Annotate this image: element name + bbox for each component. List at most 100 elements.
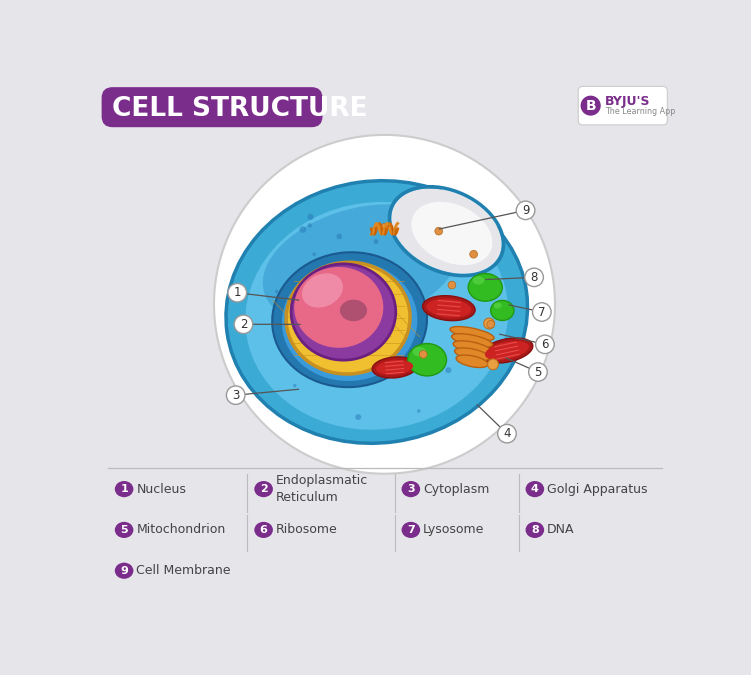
Ellipse shape [255, 481, 273, 497]
Circle shape [516, 201, 535, 219]
Ellipse shape [255, 522, 273, 538]
Ellipse shape [481, 338, 533, 363]
Text: 2: 2 [260, 484, 267, 494]
Ellipse shape [408, 344, 447, 376]
Ellipse shape [263, 205, 460, 327]
Circle shape [324, 354, 329, 358]
Ellipse shape [282, 261, 418, 381]
Text: 3: 3 [407, 484, 415, 494]
Ellipse shape [412, 202, 493, 265]
Text: DNA: DNA [547, 523, 575, 537]
Text: Ribosome: Ribosome [276, 523, 338, 537]
Circle shape [467, 256, 472, 261]
Text: 7: 7 [538, 306, 545, 319]
Ellipse shape [453, 341, 491, 354]
Ellipse shape [246, 202, 508, 430]
Circle shape [489, 346, 493, 350]
Circle shape [359, 270, 365, 276]
Circle shape [351, 273, 356, 278]
Circle shape [487, 321, 495, 328]
Circle shape [226, 386, 245, 404]
Text: B: B [585, 99, 596, 113]
Circle shape [300, 226, 306, 233]
Circle shape [417, 409, 421, 412]
Ellipse shape [226, 181, 527, 443]
Ellipse shape [472, 276, 484, 285]
Ellipse shape [493, 302, 502, 308]
Text: 9: 9 [120, 566, 128, 576]
Circle shape [529, 363, 547, 381]
Ellipse shape [423, 296, 475, 321]
Circle shape [435, 227, 442, 235]
Circle shape [228, 284, 246, 302]
Circle shape [373, 239, 379, 244]
Circle shape [333, 344, 337, 347]
FancyBboxPatch shape [101, 87, 322, 127]
Text: Mitochondrion: Mitochondrion [137, 523, 226, 537]
Text: 2: 2 [240, 318, 247, 331]
Text: 5: 5 [120, 525, 128, 535]
Text: Golgi Apparatus: Golgi Apparatus [547, 483, 648, 495]
Ellipse shape [376, 360, 413, 375]
Circle shape [336, 325, 342, 329]
Text: 8: 8 [531, 525, 538, 535]
Ellipse shape [412, 347, 426, 356]
Ellipse shape [272, 252, 427, 387]
Ellipse shape [302, 273, 343, 308]
Text: BYJU'S: BYJU'S [605, 95, 651, 107]
Ellipse shape [402, 481, 420, 497]
Circle shape [419, 350, 427, 358]
Ellipse shape [402, 522, 420, 538]
Circle shape [275, 290, 279, 294]
Circle shape [312, 252, 316, 256]
Circle shape [418, 364, 421, 367]
Ellipse shape [286, 263, 410, 374]
Ellipse shape [450, 327, 494, 341]
Ellipse shape [115, 522, 134, 538]
Ellipse shape [526, 481, 544, 497]
Circle shape [396, 329, 400, 333]
Text: Cell Membrane: Cell Membrane [137, 564, 231, 577]
Circle shape [336, 234, 342, 240]
Circle shape [417, 247, 421, 250]
FancyBboxPatch shape [578, 86, 668, 125]
Circle shape [293, 384, 297, 387]
Text: 8: 8 [530, 271, 538, 284]
Circle shape [381, 223, 388, 231]
Text: CELL STRUCTURE: CELL STRUCTURE [113, 96, 368, 122]
Circle shape [214, 135, 555, 474]
Text: 4: 4 [531, 484, 538, 494]
Circle shape [308, 223, 312, 227]
Circle shape [498, 425, 516, 443]
Ellipse shape [468, 273, 502, 301]
Ellipse shape [115, 563, 134, 578]
Text: 1: 1 [234, 286, 241, 299]
Ellipse shape [454, 348, 490, 360]
Circle shape [355, 414, 361, 420]
Text: Cytoplasm: Cytoplasm [424, 483, 490, 495]
Circle shape [581, 96, 601, 115]
Ellipse shape [427, 299, 471, 317]
Ellipse shape [294, 267, 383, 348]
Ellipse shape [372, 357, 417, 378]
Text: 9: 9 [522, 204, 529, 217]
Text: Endoplasmatic
Reticulum: Endoplasmatic Reticulum [276, 475, 368, 504]
Circle shape [307, 214, 314, 220]
Circle shape [448, 281, 456, 289]
Ellipse shape [291, 264, 396, 360]
Ellipse shape [490, 300, 514, 321]
Circle shape [484, 318, 495, 329]
Text: 3: 3 [232, 389, 240, 402]
Text: 1: 1 [120, 484, 128, 494]
Ellipse shape [526, 522, 544, 538]
Ellipse shape [115, 481, 134, 497]
Ellipse shape [456, 355, 488, 367]
Circle shape [535, 335, 554, 354]
Text: The Learning App: The Learning App [605, 107, 676, 116]
Text: 6: 6 [541, 338, 549, 351]
Circle shape [487, 359, 499, 370]
Circle shape [525, 268, 544, 287]
Circle shape [333, 291, 338, 296]
Ellipse shape [391, 188, 502, 274]
Ellipse shape [485, 341, 529, 360]
